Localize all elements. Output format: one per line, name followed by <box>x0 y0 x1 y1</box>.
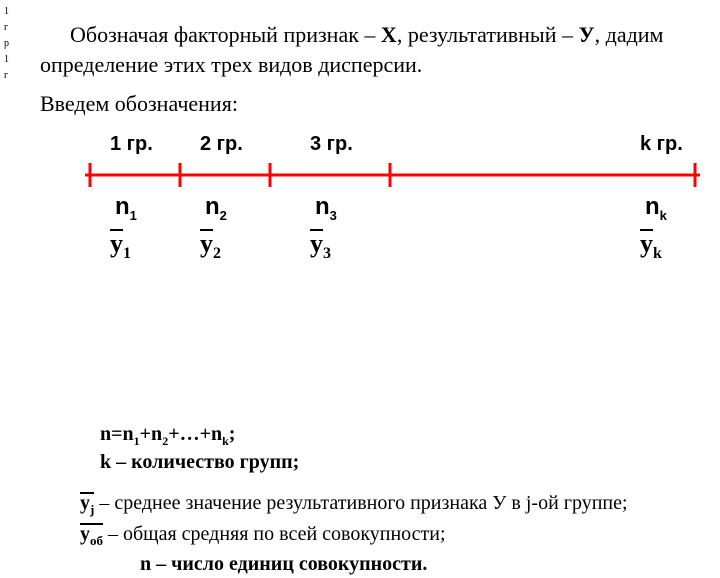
y2: y2 <box>200 229 221 263</box>
group-k: k гр. <box>640 133 683 156</box>
n3: n3 <box>315 193 337 223</box>
nk: nk <box>645 193 667 223</box>
intro-para: Обозначая факторный признак – Х, результ… <box>40 20 690 79</box>
def-yj-text: – среднее значение результативного призн… <box>94 492 627 514</box>
def-yob: yоб – общая средняя по всей совокупности… <box>80 521 660 550</box>
side-m4: 1 <box>4 52 9 68</box>
intro-para2: Введем обозначения: <box>40 89 690 119</box>
yk: yk <box>640 229 662 263</box>
number-line: 1 гр. 2 гр. 3 гр. k гр. n1 n2 n3 nk y1 y… <box>80 133 690 263</box>
n1: n1 <box>115 193 137 223</box>
definitions: yj – среднее значение результативного пр… <box>80 490 660 578</box>
n2: n2 <box>205 193 227 223</box>
def-n: n – число единиц совокупности. <box>80 551 660 578</box>
side-m3: р <box>4 36 9 52</box>
y1: y1 <box>110 229 131 263</box>
group-1: 1 гр. <box>110 133 153 156</box>
side-m1: 1 <box>4 4 9 20</box>
content: Обозначая факторный признак – Х, результ… <box>0 0 720 578</box>
intro-x: Х <box>381 22 397 47</box>
intro-c: , результативный – <box>397 22 579 47</box>
sum-block: n=n1+n2+…+nk; k – количество групп; <box>100 423 690 474</box>
side-marks: 1 г р 1 г <box>4 4 9 84</box>
number-line-svg <box>80 161 710 191</box>
def-yj: yj – среднее значение результативного пр… <box>80 490 660 519</box>
intro-y: У <box>578 22 594 47</box>
k-line: k – количество групп; <box>100 451 690 474</box>
intro-a: Обозначая факторный признак – <box>70 22 381 47</box>
side-m5: г <box>4 68 9 84</box>
def-yob-text: – общая средняя по всей совокупности; <box>103 523 446 545</box>
group-3: 3 гр. <box>310 133 353 156</box>
sum-eq: n=n1+n2+…+nk; <box>100 423 690 449</box>
side-m2: г <box>4 20 9 36</box>
group-2: 2 гр. <box>200 133 243 156</box>
y3: y3 <box>310 229 331 263</box>
